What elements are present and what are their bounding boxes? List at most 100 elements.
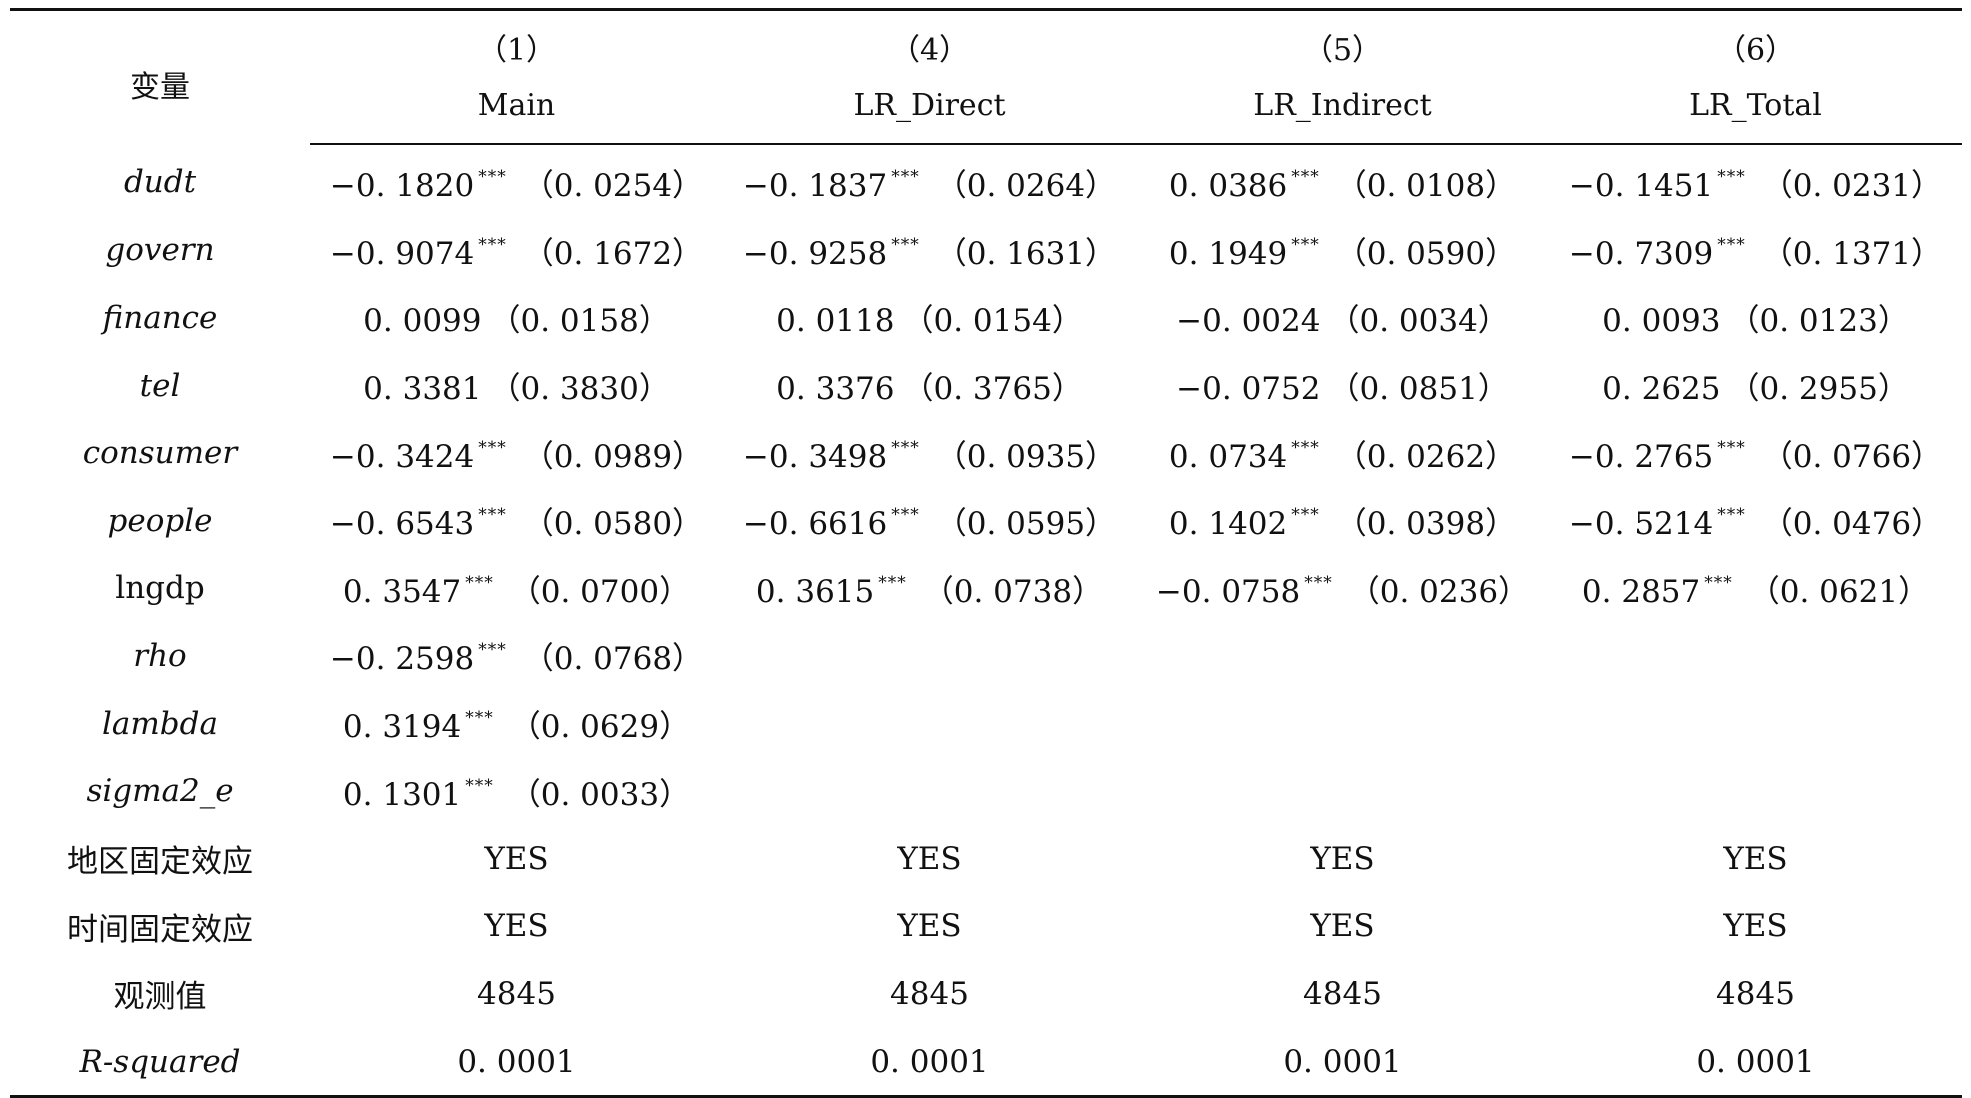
significance-stars: *** — [478, 234, 507, 255]
significance-stars: *** — [478, 640, 507, 661]
standard-error: （0. 0476） — [1761, 506, 1943, 543]
standard-error: （0. 0398） — [1335, 506, 1517, 543]
coef-cell: 0. 0386 *** （0. 0108） — [1136, 144, 1549, 217]
coefficient: 0. 0093 — [1602, 303, 1721, 340]
row-label: finance — [102, 299, 218, 336]
standard-error: （0. 0621） — [1748, 573, 1930, 610]
standard-error: （0. 0231） — [1761, 168, 1943, 205]
table-row: consumer −0. 3424 *** （0. 0989） −0. 3498 *** （… — [10, 419, 1962, 487]
column-name: Main — [310, 71, 723, 145]
standard-error: （0. 0236） — [1348, 573, 1530, 610]
table-cell: 0. 0001 — [723, 1027, 1136, 1098]
significance-stars: *** — [891, 437, 920, 458]
table-cell: 4845 — [890, 975, 969, 1012]
standard-error: （0. 0033） — [509, 776, 691, 813]
table-cell: YES — [897, 840, 962, 877]
row-label: lngdp — [115, 570, 205, 607]
standard-error: （0. 3765） — [902, 371, 1083, 408]
significance-stars: *** — [891, 505, 920, 526]
row-label: 观测值 — [113, 979, 207, 1016]
significance-stars: *** — [465, 708, 494, 729]
coef-cell: 0. 0099 （0. 0158） — [310, 284, 723, 352]
coef-cell: 0. 3615 *** （0. 0738） — [723, 555, 1136, 623]
corner-label: 变量 — [10, 8, 310, 144]
coefficient: −0. 1820 — [329, 168, 475, 205]
row-label: people — [107, 502, 213, 539]
coefficient: −0. 0024 — [1176, 303, 1321, 340]
coefficient: 0. 3615 — [755, 573, 875, 610]
empty-cell — [1136, 622, 1549, 690]
standard-error: （0. 0158） — [489, 303, 670, 340]
coefficient: 0. 3381 — [363, 371, 482, 408]
standard-error: （0. 0989） — [522, 438, 704, 475]
coef-cell: 0. 2857 *** （0. 0621） — [1549, 555, 1962, 623]
coefficient: 0. 1949 — [1168, 235, 1288, 272]
standard-error: （0. 0264） — [935, 168, 1117, 205]
table-row: people −0. 6543 *** （0. 0580） −0. 6616 *** （0.… — [10, 487, 1962, 555]
significance-stars: *** — [891, 167, 920, 188]
coefficient: −0. 2765 — [1568, 438, 1714, 475]
row-label: govern — [105, 232, 215, 269]
significance-stars: *** — [465, 572, 494, 593]
coef-cell: −0. 2598 *** （0. 0768） — [310, 622, 723, 690]
row-label: lambda — [102, 705, 218, 742]
table-row: lngdp 0. 3547 *** （0. 0700） 0. 3615 *** （0. 07… — [10, 555, 1962, 623]
coef-cell: −0. 1837 *** （0. 0264） — [723, 144, 1136, 217]
standard-error: （0. 0595） — [935, 506, 1117, 543]
row-label: tel — [139, 367, 181, 404]
coef-cell: −0. 6616 *** （0. 0595） — [723, 487, 1136, 555]
significance-stars: *** — [1291, 437, 1320, 458]
table-row: lambda 0. 3194 *** （0. 0629） — [10, 690, 1962, 758]
coefficient: −0. 5214 — [1568, 506, 1714, 543]
standard-error: （0. 1371） — [1761, 235, 1943, 272]
table-cell: YES — [1310, 908, 1375, 945]
row-label: R-squared — [10, 1027, 310, 1098]
coefficient: 0. 1301 — [342, 776, 462, 813]
coef-cell: 0. 3194 *** （0. 0629） — [310, 690, 723, 758]
table-cell: 4845 — [1303, 975, 1382, 1012]
coef-cell: 0. 0093 （0. 0123） — [1549, 284, 1962, 352]
coef-cell: −0. 5214 *** （0. 0476） — [1549, 487, 1962, 555]
row-label: consumer — [82, 435, 238, 472]
significance-stars: *** — [878, 572, 907, 593]
standard-error: （0. 0851） — [1328, 371, 1509, 408]
empty-cell — [1549, 622, 1962, 690]
coefficient: 0. 3376 — [776, 371, 895, 408]
row-label: 时间固定效应 — [67, 911, 253, 948]
table-row: dudt −0. 1820 *** （0. 0254） −0. 1837 *** （0. 0… — [10, 144, 1962, 217]
coef-cell: −0. 0758 *** （0. 0236） — [1136, 555, 1549, 623]
column-number: （5） — [1136, 8, 1549, 71]
coef-cell: 0. 1301 *** （0. 0033） — [310, 757, 723, 825]
standard-error: （0. 2955） — [1728, 371, 1909, 408]
coefficient: −0. 0758 — [1155, 573, 1301, 610]
standard-error: （0. 0123） — [1728, 303, 1909, 340]
coefficient: −0. 9258 — [742, 235, 888, 272]
table-cell: YES — [1723, 908, 1788, 945]
standard-error: （0. 0108） — [1335, 168, 1517, 205]
coefficient: −0. 9074 — [329, 235, 475, 272]
empty-cell — [1136, 757, 1549, 825]
standard-error: （0. 1631） — [935, 235, 1117, 272]
table-cell: 4845 — [1716, 975, 1795, 1012]
table-cell: 0. 0001 — [310, 1027, 723, 1098]
row-label: sigma2_e — [86, 773, 234, 810]
standard-error: （0. 0154） — [902, 303, 1083, 340]
significance-stars: *** — [465, 775, 494, 796]
coefficient: 0. 0118 — [776, 303, 895, 340]
coefficient: 0. 3194 — [342, 709, 462, 746]
standard-error: （0. 0254） — [522, 168, 704, 205]
empty-cell — [1136, 690, 1549, 758]
coefficient: −0. 1451 — [1568, 168, 1714, 205]
coef-cell: 0. 3381 （0. 3830） — [310, 352, 723, 420]
coef-cell: 0. 1402 *** （0. 0398） — [1136, 487, 1549, 555]
column-number: （4） — [723, 8, 1136, 71]
standard-error: （0. 3830） — [489, 371, 670, 408]
coefficient: 0. 2625 — [1602, 371, 1721, 408]
coefficient: 0. 1402 — [1168, 506, 1288, 543]
row-label: dudt — [123, 164, 197, 201]
standard-error: （0. 0034） — [1328, 303, 1509, 340]
table-cell: YES — [484, 908, 549, 945]
significance-stars: *** — [478, 437, 507, 458]
table-row: rho −0. 2598 *** （0. 0768） — [10, 622, 1962, 690]
table-cell: 0. 0001 — [1549, 1027, 1962, 1098]
